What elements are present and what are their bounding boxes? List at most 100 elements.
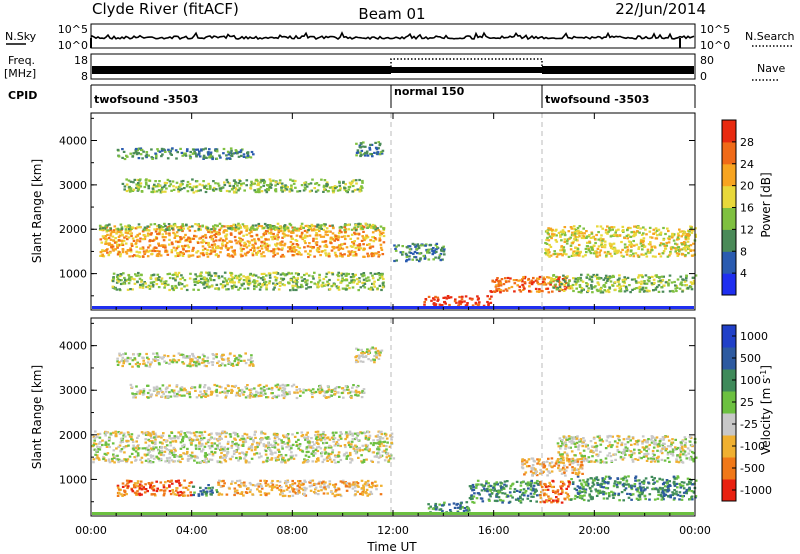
scatter-band (520, 457, 584, 477)
colorbar-frame (721, 324, 737, 502)
y-tick-label: 1000 (59, 268, 87, 281)
colorbar-tick-label: -25 (740, 418, 758, 431)
colorbar-tick-label: 28 (740, 136, 754, 149)
scatter-band (354, 346, 384, 364)
velocity-axis-ticks: 1000 2000 3000 4000 (59, 322, 695, 503)
time-axis: 00:00 04:00 08:00 12:00 16:00 20:00 00:00 (75, 113, 711, 537)
colorbar-tick-label: 16 (740, 202, 754, 215)
scatter-band (549, 273, 698, 294)
freq-tick-bottom: 8 (81, 70, 88, 83)
scatter-band (539, 479, 571, 504)
power-colorbar: 4 8 12 16 20 24 28 (721, 119, 754, 296)
colorbar-tick-label: 24 (740, 158, 754, 171)
nsearch-tick-top: 10^5 (700, 23, 730, 36)
nsky-trace (90, 31, 695, 41)
colorbar-tick-label: -500 (740, 462, 765, 475)
scatter-band (91, 430, 396, 464)
power-colorbar-label: Power [dB] (759, 172, 773, 237)
cpid-segment-3: twofsound -3503 (545, 93, 649, 106)
velocity-ylabel: Slant Range [km] (30, 365, 44, 469)
colorbar-tick-label: 25 (740, 396, 754, 409)
beam-label: Beam 01 (358, 5, 425, 23)
nsky-tick-top: 10^5 (58, 23, 88, 36)
scatter-band (393, 242, 446, 263)
colorbar-swatch (722, 229, 736, 252)
nave-label: Nave (757, 62, 785, 75)
colorbar-tick-label: -100 (740, 440, 765, 453)
scatter-band (556, 434, 698, 464)
nsearch-tick-bottom: 10^0 (700, 39, 730, 52)
scatter-band (217, 479, 383, 498)
nsky-panel: N.Sky 10^5 10^0 10^5 10^0 N.Search (5, 23, 795, 52)
colorbar-tick-label: 20 (740, 180, 754, 193)
scatter-band (116, 352, 255, 368)
nave-trace (390, 58, 543, 67)
scatter-band (423, 295, 493, 307)
colorbar-swatch (722, 369, 736, 392)
colorbar-swatch (722, 141, 736, 165)
date-label: 22/Jun/2014 (615, 0, 706, 18)
colorbar-swatch (722, 120, 736, 143)
y-tick-label: 2000 (59, 429, 87, 442)
x-tick-label: 12:00 (377, 524, 409, 537)
x-tick-label: 20:00 (578, 524, 610, 537)
colorbar-swatch (722, 435, 736, 458)
colorbar-swatch (722, 163, 736, 187)
colorbar-tick-label: 4 (740, 267, 747, 280)
colorbar-swatch (722, 391, 736, 414)
colorbar-tick-label: 500 (740, 352, 761, 365)
nave-tick-bottom: 0 (700, 70, 707, 83)
power-axis-ticks: 1000 2000 3000 4000 (59, 117, 695, 297)
scatter-band (468, 479, 542, 504)
colorbar-swatch (722, 185, 736, 208)
colorbar-swatch (722, 325, 736, 348)
nave-tick-top: 80 (700, 54, 714, 67)
cpid-strip: CPID twofsound -3503 normal 150 twofsoun… (8, 84, 696, 108)
cpid-segment-1: twofsound -3503 (94, 93, 198, 106)
freq-trace-1 (92, 66, 391, 74)
y-tick-label: 3000 (59, 384, 87, 397)
velocity-colorbar-label: Velocity [m s-1] (759, 365, 773, 455)
colorbar-tick-label: 8 (740, 245, 747, 258)
colorbar-swatch (722, 457, 736, 480)
freq-unit: [MHz] (4, 67, 36, 80)
scatter-band (98, 224, 386, 259)
velocity-panel: 1000 2000 3000 4000 Slant Range [km] 1000 50… (30, 317, 773, 517)
freq-panel: Freq. [MHz] 18 8 80 0 Nave (4, 53, 785, 83)
velocity-colorbar: 1000 500 100 25 -25 -100 -500 -1000 (721, 324, 772, 502)
y-tick-label: 2000 (59, 223, 87, 236)
x-tick-label: 08:00 (276, 524, 308, 537)
y-tick-label: 3000 (59, 179, 87, 192)
power-panel: 1000 2000 3000 4000 Slant Range [km] 4 8 12 16… (30, 112, 773, 311)
y-tick-label: 4000 (59, 340, 87, 353)
nsky-tick-bottom: 10^0 (58, 39, 88, 52)
colorbar-tick-label: -1000 (740, 484, 772, 497)
colorbar-swatch (722, 273, 736, 296)
y-tick-label: 4000 (59, 135, 87, 148)
y-tick-label: 1000 (59, 473, 87, 486)
velocity-scatter-data (91, 346, 698, 515)
colorbar-tick-label: 1000 (740, 330, 768, 343)
freq-label: Freq. (8, 54, 35, 67)
scatter-band (121, 178, 364, 194)
nsky-label: N.Sky (5, 30, 37, 43)
power-scatter-data (92, 141, 698, 309)
scatter-band (191, 484, 219, 497)
scatter-band (129, 383, 366, 400)
colorbar-swatch (722, 251, 736, 274)
scatter-band (427, 501, 471, 514)
power-ylabel: Slant Range [km] (30, 159, 44, 263)
colorbar-swatch (722, 207, 736, 230)
colorbar-swatch (722, 479, 736, 502)
scatter-band (98, 222, 386, 232)
cpid-segment-2: normal 150 (394, 85, 465, 98)
freq-trace-2 (542, 66, 694, 74)
freq-trace-normal (391, 67, 542, 73)
freq-tick-top: 18 (74, 54, 88, 67)
time-axis-label: Time UT (366, 540, 417, 554)
cpid-label: CPID (8, 89, 37, 102)
colorbar-tick-label: 12 (740, 223, 754, 236)
x-tick-label: 04:00 (176, 524, 208, 537)
scatter-band (544, 225, 697, 258)
